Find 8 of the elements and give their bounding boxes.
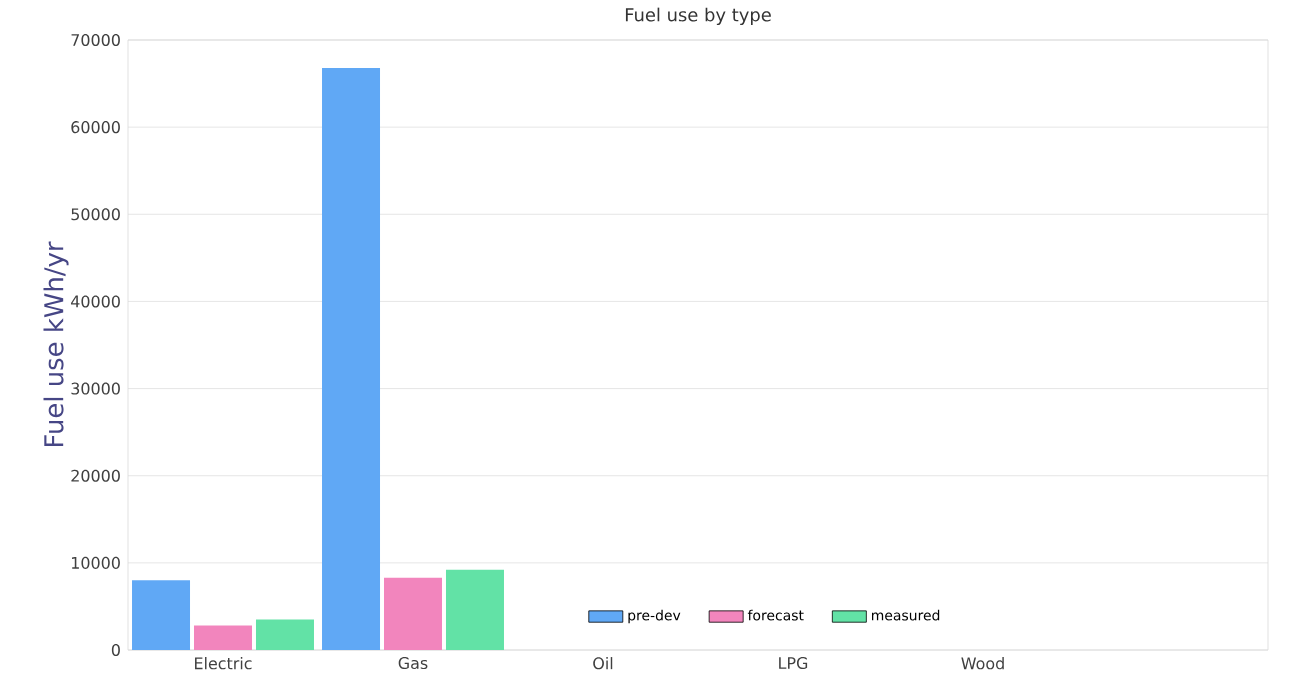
bar [384, 577, 442, 650]
chart-title: Fuel use by type [625, 7, 771, 25]
bar [445, 569, 504, 650]
bar [322, 67, 381, 650]
bar [132, 580, 191, 650]
bar [255, 619, 314, 650]
y-axis-title: Fuel use kWh/yr [43, 241, 69, 447]
bar [194, 625, 252, 650]
